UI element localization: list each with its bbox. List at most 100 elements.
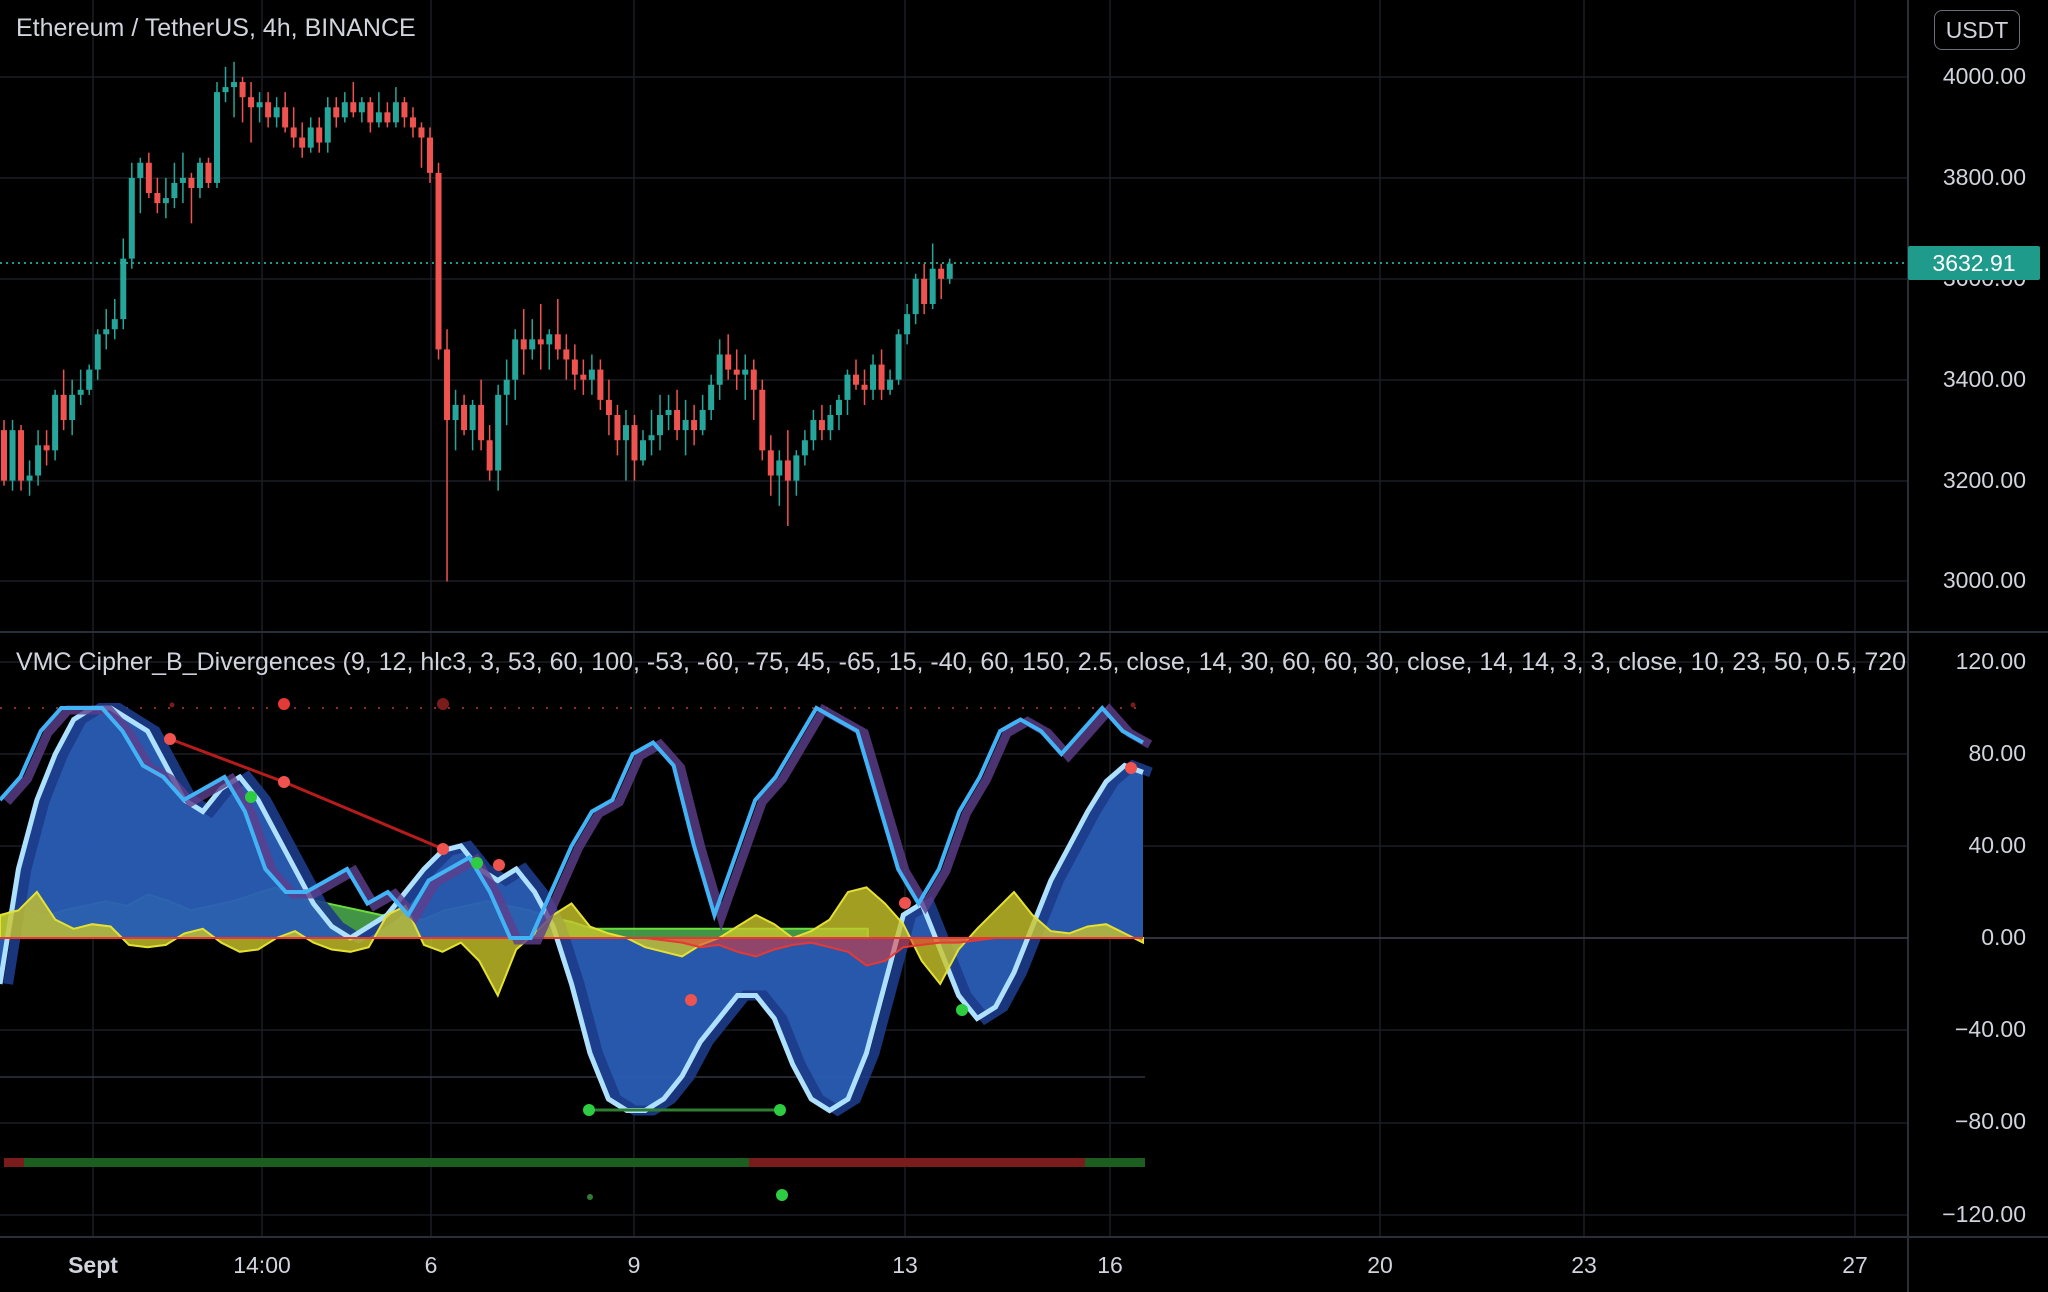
time-label-27: 27 [1842,1252,1868,1278]
candle-body [844,374,851,400]
candle-body [384,112,391,123]
sell-dot [685,994,697,1006]
candle-body [580,374,587,380]
indicator-label-neg120: −120.00 [1942,1201,2026,1227]
candle-body [9,430,16,481]
signal-dot [437,698,449,710]
candle-body [239,82,246,98]
candle-body [350,102,357,113]
bearish-divergence-line-1 [169,737,285,784]
candle-body [767,450,774,476]
candle-body [35,445,42,476]
currency-button[interactable]: USDT [1934,10,2020,50]
candle-body [52,394,59,451]
candle-body [716,354,723,385]
candle-body [375,112,382,123]
candle-body [316,127,323,143]
candle-body [18,430,25,481]
signal-bar-red [749,1158,1085,1167]
indicator-label-neg40: −40.00 [1955,1016,2026,1042]
candle-body [520,339,527,350]
candle-body [793,455,800,481]
candle-body [427,137,433,173]
time-label-23: 23 [1571,1252,1597,1278]
candle-body [537,339,544,345]
candlestick-series [1,61,953,582]
candle-body [469,404,476,431]
candle-body [69,394,76,421]
candle-body [929,268,936,305]
symbol-title[interactable]: Ethereum / TetherUS, 4h, BINANCE [16,14,416,42]
candle-body [818,420,825,431]
buy-dot [956,1004,968,1016]
candle-body [554,334,561,350]
candle-body [529,339,536,350]
candle-body [691,420,698,431]
last-price-badge[interactable]: 3632.91 [1908,246,2040,280]
candle-body [452,404,459,421]
candle-body [171,182,178,199]
price-label-3200: 3200.00 [1942,467,2026,493]
time-label-6: 6 [424,1252,438,1278]
candle-body [26,475,33,481]
candle-body [222,87,229,93]
candle-body [563,349,570,360]
candle-body [478,404,485,441]
indicator-label-neg80: −80.00 [1955,1108,2026,1134]
candle-body [1,430,7,481]
candle-body [103,329,110,335]
candle-body [179,177,186,183]
indicator-label-80: 80.00 [1968,740,2026,766]
candle-body [546,334,553,345]
candle-body [733,369,740,375]
candle-body [282,107,289,128]
buy-dot [245,791,257,803]
indicator-title[interactable]: VMC Cipher_B_Divergences (9, 12, hlc3, 3… [16,648,1906,676]
candle-body [614,415,621,441]
candle-body [912,278,919,315]
candle-body [861,384,868,390]
candle-body [946,263,953,279]
candle-body [725,354,732,370]
candle-body [231,82,238,88]
time-label-sept: Sept [68,1252,118,1278]
candle-body [120,258,127,320]
candle-body [162,198,169,204]
candle-body [435,172,442,350]
candle-body [657,415,664,436]
candle-body [853,374,859,385]
candle-body [895,334,902,380]
candle-body [750,369,757,390]
candle-body [418,127,425,138]
rsi-red-area [0,937,1143,967]
sell-dot [164,733,176,745]
candle-body [810,420,817,441]
candle-body [904,314,911,335]
candle-body [128,177,135,259]
candle-body [137,162,144,178]
buy-dot [471,857,483,869]
candle-body [699,409,706,431]
sell-dot [437,843,449,855]
sell-dot [278,776,290,788]
time-label-13: 13 [892,1252,918,1278]
candle-body [605,399,612,416]
wave-trend-shadow [3,703,1153,1117]
buy-signal-dot [776,1189,788,1201]
signal-bar-red-start [4,1158,24,1167]
candle-body [290,127,297,138]
candle-body [409,117,416,128]
candle-body [392,102,399,123]
candle-body [682,420,689,431]
grid-lines [0,0,1908,1237]
sell-dot [1125,762,1137,774]
candle-body [111,319,118,330]
candle-body [214,92,220,183]
candle-body [571,359,578,375]
candle-body [273,107,280,118]
candle-body [401,102,408,118]
buy-dot [774,1104,786,1116]
price-label-3000: 3000.00 [1942,567,2026,593]
